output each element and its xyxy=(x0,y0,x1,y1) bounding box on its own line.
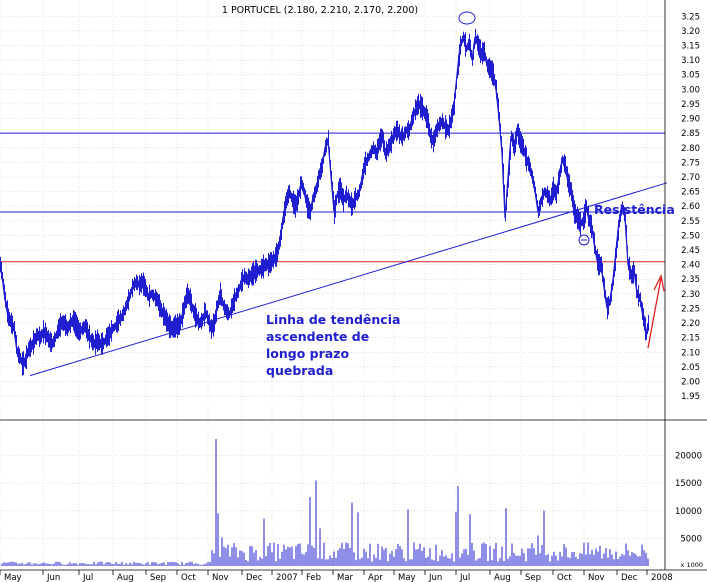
y-tick-label: 2.35 xyxy=(681,275,700,285)
y-tick-label: 3.15 xyxy=(681,42,700,52)
horizontal-lines xyxy=(0,132,665,263)
trendline-label-line: quebrada xyxy=(266,363,333,378)
y-tick-label: 2.95 xyxy=(681,100,700,110)
breakout-marker xyxy=(578,234,590,246)
target-arrow-head xyxy=(653,274,665,292)
x-tick-label: Apr xyxy=(368,573,383,582)
x-tick-label: May xyxy=(4,573,22,582)
x-tick-label: Jun xyxy=(428,573,442,582)
x-tick-label: Aug xyxy=(494,573,511,582)
annotations: Resistência Linha de tendência ascendente … xyxy=(266,202,675,378)
x-tick-label: 2008 xyxy=(651,573,673,582)
x-tick-label: Feb xyxy=(306,573,321,582)
volume-unit-label: x 1000 xyxy=(681,561,703,569)
x-tick-label: 2007 xyxy=(276,573,298,582)
trendline-label-line: Linha de tendência xyxy=(266,312,400,327)
resistance-label: Resistência xyxy=(594,202,675,217)
y-tick-label: 2.55 xyxy=(681,217,700,227)
x-tick-label: Dec xyxy=(246,573,263,582)
volume-tick-label: 5000 xyxy=(680,534,702,544)
y-tick-label: 2.30 xyxy=(681,290,700,300)
y-tick-label: 2.65 xyxy=(681,188,700,198)
x-tick-label: Nov xyxy=(588,573,605,582)
x-tick-label: Oct xyxy=(181,573,196,582)
y-tick-label: 1.95 xyxy=(681,392,700,402)
trendline-label-line: longo prazo xyxy=(266,346,349,361)
x-tick-label: Jun xyxy=(46,573,60,582)
x-axis: May Jun Jul Aug Sep Oct Nov Dec 2007 Feb Mar Apr May… xyxy=(0,569,707,582)
y-tick-label: 2.75 xyxy=(681,158,700,168)
y-axis: 3.25 3.20 3.15 3.10 3.05 3.00 2.95 2.90 2.85 2.80… xyxy=(0,0,707,570)
y-tick-label: 2.15 xyxy=(681,334,700,344)
x-tick-label: Jul xyxy=(82,573,93,582)
x-tick-label: Dec xyxy=(621,573,638,582)
y-tick-label: 2.90 xyxy=(681,115,700,125)
y-tick-label: 2.70 xyxy=(681,173,700,183)
y-tick-label: 2.40 xyxy=(681,261,700,271)
y-tick-label: 3.00 xyxy=(681,85,700,95)
x-tick-label: Nov xyxy=(212,573,229,582)
target-arrow xyxy=(647,277,662,349)
volume-tick-label: 10000 xyxy=(675,507,702,517)
x-tick-label: Aug xyxy=(117,573,134,582)
trendline xyxy=(29,182,668,377)
volume-tick-label: 15000 xyxy=(675,479,702,489)
y-tick-label: 2.00 xyxy=(681,377,700,387)
x-tick-label: Sep xyxy=(525,573,541,582)
x-tick-label: Oct xyxy=(557,573,572,582)
y-tick-label: 3.10 xyxy=(681,56,700,66)
price-line xyxy=(0,34,649,366)
x-tick-label: Mar xyxy=(337,573,354,582)
chart-title: 1 PORTUCEL (2.180, 2.210, 2.170, 2.200) xyxy=(222,5,418,16)
y-tick-label: 3.05 xyxy=(681,71,700,81)
y-tick-label: 2.85 xyxy=(681,129,700,139)
y-tick-label: 2.50 xyxy=(681,231,700,241)
volume-tick-label: 20000 xyxy=(675,452,702,462)
y-tick-label: 2.20 xyxy=(681,319,700,329)
peak-marker xyxy=(458,11,476,25)
y-tick-label: 2.10 xyxy=(681,348,700,358)
trendline-label-line: ascendente de xyxy=(266,329,369,344)
trendline-group xyxy=(29,182,668,377)
x-tick-label: Sep xyxy=(150,573,166,582)
y-tick-label: 2.80 xyxy=(681,144,700,154)
y-tick-label: 2.05 xyxy=(681,363,700,373)
y-tick-label: 2.60 xyxy=(681,202,700,212)
x-tick-label: May xyxy=(398,573,416,582)
markers xyxy=(458,11,665,349)
y-tick-label: 3.20 xyxy=(681,27,700,37)
y-tick-label: 2.25 xyxy=(681,304,700,314)
x-tick-label: Jul xyxy=(459,573,470,582)
price-series xyxy=(0,28,649,376)
volume-bars xyxy=(1,439,649,566)
y-tick-label: 2.45 xyxy=(681,246,700,256)
y-tick-label: 3.25 xyxy=(681,12,700,22)
